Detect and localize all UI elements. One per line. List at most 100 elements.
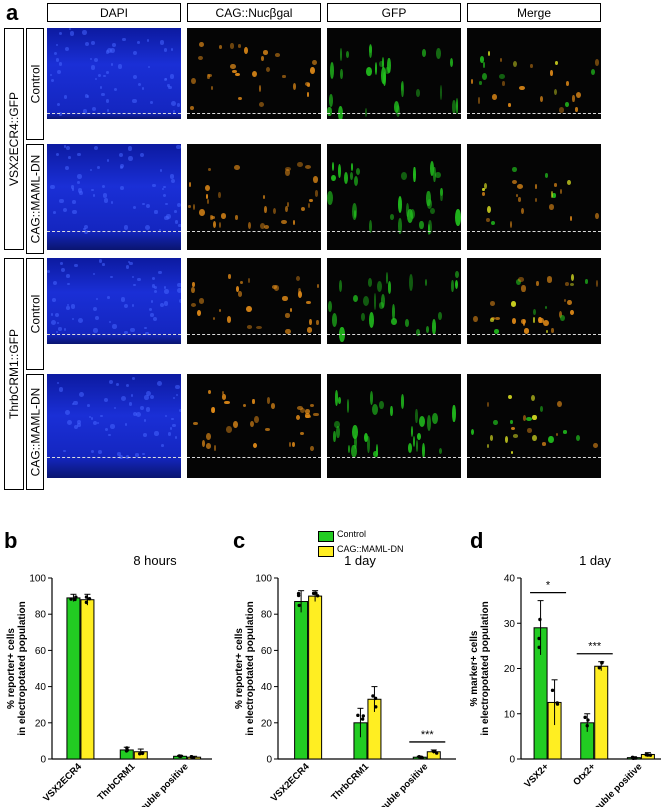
chart-d-ytick-label: 30	[504, 619, 516, 630]
chart-d-ylabel-line: % marker+ cells	[469, 630, 480, 706]
micrograph-merge-mamldn-1	[467, 144, 601, 250]
micrograph-dapi-mamldn-1	[47, 144, 181, 250]
chart-c-title: 1 day	[344, 555, 376, 568]
micrograph-merge-control-1	[467, 28, 601, 119]
chart-c-data-point	[374, 705, 378, 709]
chart-c-significance-label: ***	[421, 729, 435, 741]
chart-b-title: 8 hours	[133, 555, 177, 568]
chart-c-data-point	[373, 696, 378, 701]
chart-c-data-point	[315, 594, 320, 598]
panel-d-letter: d	[470, 528, 484, 553]
chart-c-data-point	[296, 591, 301, 596]
chart-c-ylabel-line: % reporter+ cells	[234, 628, 245, 709]
micrograph-dapi-control-1	[47, 28, 181, 119]
chart-c-ylabel: % reporter+ cellsin electropotated popul…	[234, 601, 256, 735]
chart-d-data-point	[600, 661, 604, 665]
column-header-merge: Merge	[467, 3, 601, 22]
micrograph-nucbgal-mamldn-2	[187, 374, 321, 478]
chart-d-data-point	[586, 718, 590, 722]
micrograph-nucbgal-mamldn-1	[187, 144, 321, 250]
chart-b-data-point	[69, 597, 73, 601]
chart-d-data-point	[537, 645, 541, 650]
chart-c-ytick-label: 0	[266, 755, 272, 766]
group-label-vsx2ecr4: VSX2ECR4::GFP	[4, 28, 24, 250]
chart-c-ytick-label: 60	[261, 646, 273, 657]
chart-b-category-label: ThrbCRM1	[96, 761, 138, 803]
chart-d-data-point	[583, 715, 587, 720]
chart-d-data-point	[644, 753, 648, 757]
chart-b-ytick-label: 100	[29, 574, 46, 585]
chart-d-data-point	[648, 753, 653, 757]
chart-c-data-point	[361, 714, 366, 718]
chart-c-bar	[308, 595, 323, 760]
chart-b-ylabel: % reporter+ cellsin electropotated popul…	[6, 601, 28, 735]
chart-d-category-label: Otx2+	[571, 761, 598, 788]
scale-bar	[583, 481, 595, 483]
micrograph-nucbgal-control-1	[187, 28, 321, 119]
group-label-thrbcrm1: ThrbCRM1::GFP	[4, 258, 24, 490]
chart-b-category-label: Double positive	[133, 761, 191, 807]
panel-b-letter: b	[4, 528, 18, 553]
chart-d-significance-label: *	[546, 580, 551, 592]
chart-c-ytick-label: 80	[261, 610, 273, 621]
chart-b-data-point	[189, 754, 194, 759]
panel-c-letter: c	[233, 528, 246, 553]
chart-c-data-point	[432, 749, 437, 754]
chart-d-ytick-label: 20	[504, 664, 516, 675]
micrograph-gfp-control-2	[327, 258, 461, 344]
chart-c-ytick-label: 40	[261, 682, 273, 693]
chart-d-data-point	[538, 617, 542, 622]
chart-d-category-label: VSX2+	[522, 761, 551, 790]
chart-d-data-point	[550, 688, 555, 693]
legend-swatch-mamldn	[318, 546, 334, 557]
chart-b: 8 hours % reporter+ cellsin electropotate…	[6, 555, 212, 807]
chart-b-bar	[80, 599, 95, 760]
chart-b-ytick-label: 80	[35, 610, 47, 621]
chart-c-data-point	[371, 694, 375, 698]
chart-b-data-point	[73, 597, 77, 602]
chart-d-title: 1 day	[579, 555, 611, 568]
micrograph-gfp-mamldn-1	[327, 144, 461, 250]
chart-b-ylabel-line: % reporter+ cells	[6, 628, 17, 709]
micrograph-dapi-mamldn-2	[47, 374, 181, 478]
chart-c-bar	[294, 601, 309, 760]
chart-d-data-point	[631, 756, 636, 761]
chart-d-bar	[594, 665, 609, 760]
chart-c-data-point	[356, 713, 360, 718]
chart-d-ylabel-line: in electropotated population	[480, 601, 491, 735]
chart-c-data-point	[417, 754, 421, 759]
chart-c-category-label: ThrbCRM1	[329, 761, 371, 803]
column-header-dapi: DAPI	[47, 3, 181, 22]
chart-b-category-label: VSX2ECR4	[41, 761, 84, 804]
chart-d: 1 day % marker+ cellsin electropotated po…	[469, 555, 661, 807]
chart-b-bar	[66, 597, 81, 760]
chart-d-significance-label: ***	[588, 641, 602, 653]
chart-c: 1 day % reporter+ cellsin electropotated …	[234, 555, 456, 807]
chart-d-data-point	[585, 724, 589, 728]
chart-b-ytick-label: 40	[35, 682, 47, 693]
chart-b-ytick-label: 0	[40, 755, 46, 766]
micrograph-gfp-mamldn-2	[327, 374, 461, 478]
micrograph-nucbgal-control-2	[187, 258, 321, 344]
chart-b-data-point	[84, 600, 89, 605]
chart-c-category-label: VSX2ECR4	[269, 761, 312, 804]
chart-c-ylabel-line: in electropotated population	[245, 601, 256, 735]
chart-b-ytick-label: 60	[35, 646, 47, 657]
chart-c-ytick-label: 100	[255, 574, 272, 585]
chart-d-data-point	[555, 702, 560, 706]
chart-d-ylabel: % marker+ cellsin electropotated populat…	[469, 601, 491, 735]
chart-d-data-point	[537, 636, 541, 641]
chart-b-data-point	[84, 595, 89, 599]
micrograph-merge-mamldn-2	[467, 374, 601, 478]
column-header-gfp: GFP	[327, 3, 461, 22]
micrograph-gfp-control-1	[327, 28, 461, 119]
chart-b-data-point	[87, 596, 92, 601]
column-header-nucbgal: CAG::Nucβgal	[187, 3, 321, 22]
chart-c-data-point	[297, 603, 301, 608]
legend-swatch-control	[318, 531, 334, 542]
chart-c-data-point	[360, 717, 365, 721]
chart-b-data-point	[137, 752, 142, 756]
condition-label-control-2: Control	[26, 258, 44, 370]
chart-d-data-point	[597, 666, 602, 670]
chart-d-ytick-label: 0	[509, 755, 515, 766]
